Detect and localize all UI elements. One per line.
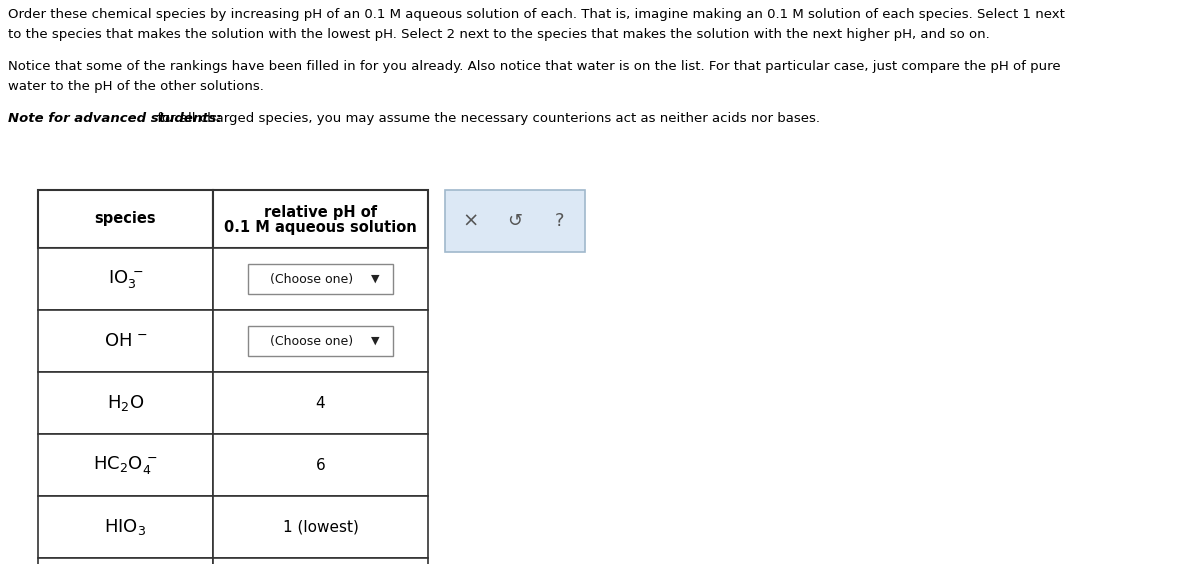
Text: for all charged species, you may assume the necessary counterions act as neither: for all charged species, you may assume … bbox=[154, 112, 820, 125]
Text: $\mathrm{H_2O}$: $\mathrm{H_2O}$ bbox=[107, 393, 144, 413]
Text: Order these chemical species by increasing pH of an 0.1 M aqueous solution of ea: Order these chemical species by increasi… bbox=[8, 8, 1064, 21]
Text: (Choose one): (Choose one) bbox=[270, 272, 353, 285]
Text: ▼: ▼ bbox=[371, 274, 380, 284]
Text: ×: × bbox=[462, 212, 479, 231]
Text: $\mathrm{HIO_3}$: $\mathrm{HIO_3}$ bbox=[104, 517, 146, 537]
Text: 0.1 M aqueous solution: 0.1 M aqueous solution bbox=[224, 220, 416, 235]
Text: $\mathrm{IO_3^{\,-}}$: $\mathrm{IO_3^{\,-}}$ bbox=[108, 268, 143, 290]
Text: species: species bbox=[95, 212, 156, 227]
Text: Notice that some of the rankings have been filled in for you already. Also notic: Notice that some of the rankings have be… bbox=[8, 60, 1061, 73]
Text: water to the pH of the other solutions.: water to the pH of the other solutions. bbox=[8, 80, 264, 93]
Text: Note for advanced students:: Note for advanced students: bbox=[8, 112, 222, 125]
Text: 6: 6 bbox=[316, 457, 325, 473]
Text: ▼: ▼ bbox=[371, 336, 380, 346]
Text: to the species that makes the solution with the lowest pH. Select 2 next to the : to the species that makes the solution w… bbox=[8, 28, 990, 41]
Text: relative pH of: relative pH of bbox=[264, 205, 377, 219]
Text: $\mathrm{HC_2O_4^{\,-}}$: $\mathrm{HC_2O_4^{\,-}}$ bbox=[94, 454, 158, 476]
Text: (Choose one): (Choose one) bbox=[270, 334, 353, 347]
Text: $\mathrm{OH^{\,-}}$: $\mathrm{OH^{\,-}}$ bbox=[103, 332, 148, 350]
Text: 1 (lowest): 1 (lowest) bbox=[282, 519, 359, 535]
Text: ?: ? bbox=[556, 212, 564, 230]
Text: 4: 4 bbox=[316, 395, 325, 411]
Text: ↺: ↺ bbox=[508, 212, 522, 230]
